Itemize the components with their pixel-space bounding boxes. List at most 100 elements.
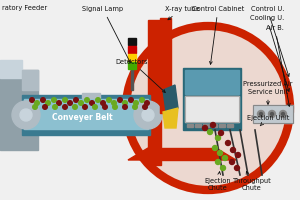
Circle shape (208, 130, 212, 134)
Bar (185, 96, 239, 122)
Bar (22, 70, 38, 90)
Circle shape (33, 105, 37, 109)
Circle shape (260, 112, 262, 116)
Circle shape (215, 160, 220, 164)
Bar (82, 93, 100, 98)
Circle shape (212, 146, 217, 150)
Circle shape (142, 109, 154, 121)
Bar (128, 62, 136, 69)
Circle shape (123, 105, 127, 109)
Circle shape (112, 101, 116, 105)
Text: Ejection Unit: Ejection Unit (247, 115, 289, 126)
Circle shape (73, 105, 77, 109)
Text: Detectors: Detectors (116, 59, 165, 92)
Polygon shape (216, 148, 236, 160)
Bar (183, 68, 241, 130)
Circle shape (223, 156, 227, 160)
Bar (219, 124, 225, 127)
Bar (128, 46, 136, 53)
Circle shape (41, 98, 45, 102)
Circle shape (226, 140, 230, 146)
Bar (185, 96, 239, 122)
Bar (211, 124, 217, 127)
Circle shape (46, 101, 50, 105)
Bar (195, 124, 201, 127)
Circle shape (103, 105, 107, 109)
Bar (148, 148, 216, 160)
Circle shape (68, 101, 72, 105)
Circle shape (85, 98, 89, 102)
Text: Ejection
Chute: Ejection Chute (205, 172, 231, 192)
Circle shape (134, 101, 162, 129)
Circle shape (43, 105, 47, 109)
Bar (160, 18, 171, 113)
Bar (24, 99, 148, 129)
Bar (128, 38, 136, 45)
Circle shape (145, 101, 149, 105)
Circle shape (96, 98, 100, 102)
Polygon shape (163, 85, 178, 112)
Circle shape (257, 110, 265, 117)
Circle shape (107, 98, 111, 102)
Circle shape (35, 101, 39, 105)
Circle shape (218, 130, 224, 136)
Circle shape (12, 101, 40, 129)
Polygon shape (163, 108, 178, 128)
Circle shape (220, 166, 226, 170)
Text: ratory Feeder: ratory Feeder (2, 5, 47, 11)
Circle shape (130, 30, 286, 186)
Circle shape (202, 126, 208, 130)
Polygon shape (128, 148, 148, 160)
Bar (148, 20, 161, 165)
Bar (0, 70, 38, 150)
Circle shape (74, 98, 78, 102)
Circle shape (230, 160, 235, 164)
Bar (128, 54, 136, 61)
Text: Throughput
Chute: Throughput Chute (232, 171, 272, 192)
Circle shape (268, 110, 275, 117)
Circle shape (63, 98, 67, 102)
Bar (253, 105, 293, 123)
Bar (185, 70, 239, 94)
Circle shape (230, 148, 236, 152)
Circle shape (215, 136, 220, 140)
Circle shape (53, 105, 57, 109)
Bar (22, 95, 150, 135)
Circle shape (118, 98, 122, 102)
Circle shape (30, 98, 34, 102)
Text: X-ray tube: X-ray tube (165, 6, 199, 20)
Circle shape (63, 105, 67, 109)
Bar (253, 105, 293, 123)
Circle shape (79, 101, 83, 105)
Circle shape (93, 105, 97, 109)
Circle shape (133, 105, 137, 109)
Bar (227, 124, 233, 127)
Circle shape (52, 98, 56, 102)
Circle shape (20, 109, 32, 121)
Circle shape (211, 122, 215, 128)
Circle shape (236, 152, 241, 158)
Bar (131, 40, 133, 90)
Text: Conveyer Belt: Conveyer Belt (52, 114, 112, 122)
Circle shape (143, 105, 147, 109)
Bar (0, 60, 22, 78)
Text: Cooling U.: Cooling U. (250, 15, 290, 91)
Circle shape (57, 101, 61, 105)
Text: Signal Lamp: Signal Lamp (82, 6, 130, 63)
Bar (203, 124, 209, 127)
Circle shape (113, 105, 117, 109)
Circle shape (90, 101, 94, 105)
Circle shape (101, 101, 105, 105)
Circle shape (134, 101, 138, 105)
Text: Control U.: Control U. (250, 6, 289, 76)
Circle shape (140, 98, 144, 102)
Circle shape (280, 110, 286, 117)
Circle shape (235, 166, 239, 170)
Circle shape (281, 112, 284, 116)
Bar (187, 124, 193, 127)
Text: Pressurized Air
Service Unit: Pressurized Air Service Unit (243, 82, 293, 104)
Text: Air B.: Air B. (266, 25, 290, 106)
Circle shape (129, 98, 133, 102)
Circle shape (83, 105, 87, 109)
Circle shape (123, 101, 127, 105)
